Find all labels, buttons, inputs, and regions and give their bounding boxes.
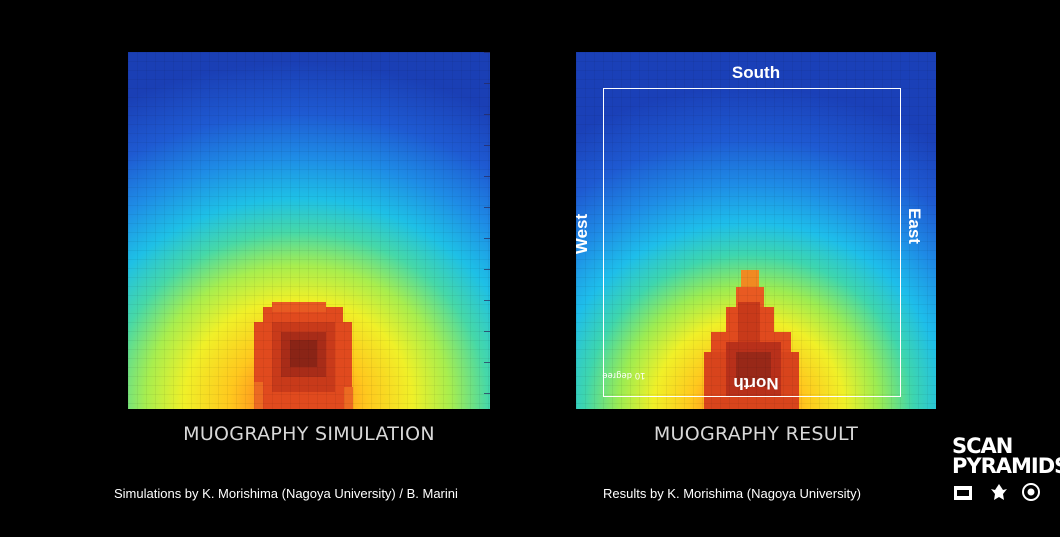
east-label: East bbox=[904, 208, 924, 244]
logo-line-2: PYRAMIDS bbox=[952, 454, 1060, 478]
partner-emblems bbox=[951, 482, 1051, 504]
south-label: South bbox=[731, 63, 781, 82]
egypt-eagle-icon bbox=[991, 484, 1007, 500]
result-credit: Results by K. Morishima (Nagoya Universi… bbox=[603, 486, 861, 501]
logo-line-1: SCAN bbox=[952, 434, 1013, 458]
cairo-university-icon bbox=[1022, 483, 1040, 501]
simulation-credit: Simulations by K. Morishima (Nagoya Univ… bbox=[114, 486, 458, 501]
simulation-caption: MUOGRAPHY SIMULATION bbox=[183, 423, 435, 445]
scanpyramids-logo: SCAN PYRAMIDS bbox=[951, 434, 1060, 526]
result-pixel-grid bbox=[576, 52, 936, 409]
west-label: West bbox=[576, 213, 592, 255]
simulation-heatmap bbox=[128, 52, 490, 409]
result-heatmap: South North West East 10 degree bbox=[576, 52, 936, 409]
simulation-hotspot bbox=[254, 302, 353, 409]
hip-institute-icon bbox=[954, 486, 972, 500]
simulation-pixel-grid bbox=[128, 52, 490, 409]
result-caption: MUOGRAPHY RESULT bbox=[653, 423, 859, 445]
simulation-ticks bbox=[484, 52, 490, 409]
degree-label: 10 degree bbox=[602, 371, 646, 381]
result-frame bbox=[603, 88, 901, 397]
